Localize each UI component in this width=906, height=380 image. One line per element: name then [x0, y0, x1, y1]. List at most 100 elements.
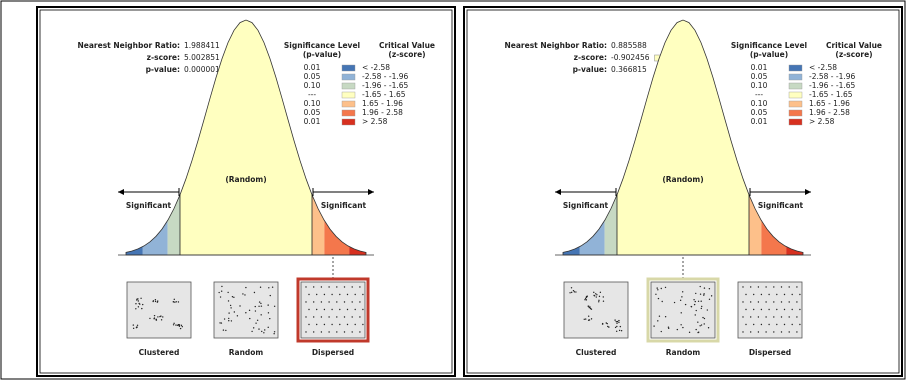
point: [765, 286, 766, 287]
point: [588, 306, 589, 307]
point: [273, 333, 274, 334]
legend-range: 1.96 - 2.58: [362, 108, 403, 117]
stat-value: -0.902456: [611, 53, 650, 62]
point: [697, 321, 698, 322]
point: [695, 293, 696, 294]
point: [136, 327, 137, 328]
point: [223, 329, 224, 330]
point: [768, 309, 769, 310]
point: [138, 306, 139, 307]
legend-p-value: 0.01: [751, 117, 768, 126]
point: [175, 324, 176, 325]
point: [758, 331, 759, 332]
point: [230, 305, 231, 306]
point: [704, 318, 705, 319]
point: [796, 331, 797, 332]
point: [355, 309, 356, 310]
point: [768, 324, 769, 325]
point: [750, 316, 751, 317]
point: [255, 310, 256, 311]
point: [796, 286, 797, 287]
point: [142, 304, 143, 305]
point: [699, 325, 700, 326]
point: [776, 324, 777, 325]
point: [136, 299, 137, 300]
point: [602, 323, 603, 324]
point: [359, 301, 360, 302]
point: [701, 308, 702, 309]
legend-p-value: 0.01: [751, 63, 768, 72]
point: [362, 309, 363, 310]
point: [234, 311, 235, 312]
pattern-label: Dispersed: [749, 348, 791, 357]
point: [701, 324, 702, 325]
point: [254, 292, 255, 293]
point: [589, 319, 590, 320]
point: [347, 309, 348, 310]
point: [258, 306, 259, 307]
point: [569, 292, 570, 293]
point: [308, 309, 309, 310]
point: [242, 293, 243, 294]
point: [245, 312, 246, 313]
point: [742, 286, 743, 287]
legend-swatch: [789, 83, 802, 89]
point: [696, 310, 697, 311]
point: [321, 331, 322, 332]
point: [761, 294, 762, 295]
pattern-label: Clustered: [139, 348, 180, 357]
point: [179, 326, 180, 327]
legend-range: < -2.58: [809, 63, 837, 72]
legend-swatch: [789, 92, 802, 98]
point: [776, 294, 777, 295]
point: [742, 331, 743, 332]
point: [784, 294, 785, 295]
point: [352, 301, 353, 302]
point: [140, 298, 141, 299]
legend-swatch: [789, 119, 802, 125]
point: [173, 324, 174, 325]
legend-p-value: ---: [755, 90, 763, 99]
pattern-label: Dispersed: [312, 348, 354, 357]
point: [336, 316, 337, 317]
point: [589, 306, 590, 307]
point: [695, 314, 696, 315]
point: [347, 294, 348, 295]
legend-header: Significance Level: [284, 41, 360, 50]
point: [691, 306, 692, 307]
point: [139, 303, 140, 304]
report-panel: Nearest Neighbor Ratio:1.988411z-score:5…: [37, 7, 455, 376]
legend-range: -1.65 - 1.65: [809, 90, 853, 99]
legend-swatch: [342, 101, 355, 107]
point: [339, 309, 340, 310]
point: [260, 314, 261, 315]
point: [257, 320, 258, 321]
point: [221, 290, 222, 291]
point: [753, 324, 754, 325]
point: [586, 299, 587, 300]
point: [259, 301, 260, 302]
legend-range: < -2.58: [362, 63, 390, 72]
point: [359, 331, 360, 332]
point: [313, 301, 314, 302]
pattern-box: [127, 282, 191, 338]
point: [305, 286, 306, 287]
point: [695, 329, 696, 330]
point: [264, 329, 265, 330]
stat-label: z-score:: [574, 53, 607, 62]
point: [316, 294, 317, 295]
point: [305, 331, 306, 332]
point: [745, 309, 746, 310]
point: [269, 318, 270, 319]
legend-swatch: [342, 65, 355, 71]
point: [784, 309, 785, 310]
point: [758, 286, 759, 287]
point: [700, 286, 701, 287]
point: [352, 331, 353, 332]
point: [258, 328, 259, 329]
point: [681, 312, 682, 313]
point: [665, 287, 666, 288]
point: [161, 319, 162, 320]
point: [655, 294, 656, 295]
point: [615, 327, 616, 328]
